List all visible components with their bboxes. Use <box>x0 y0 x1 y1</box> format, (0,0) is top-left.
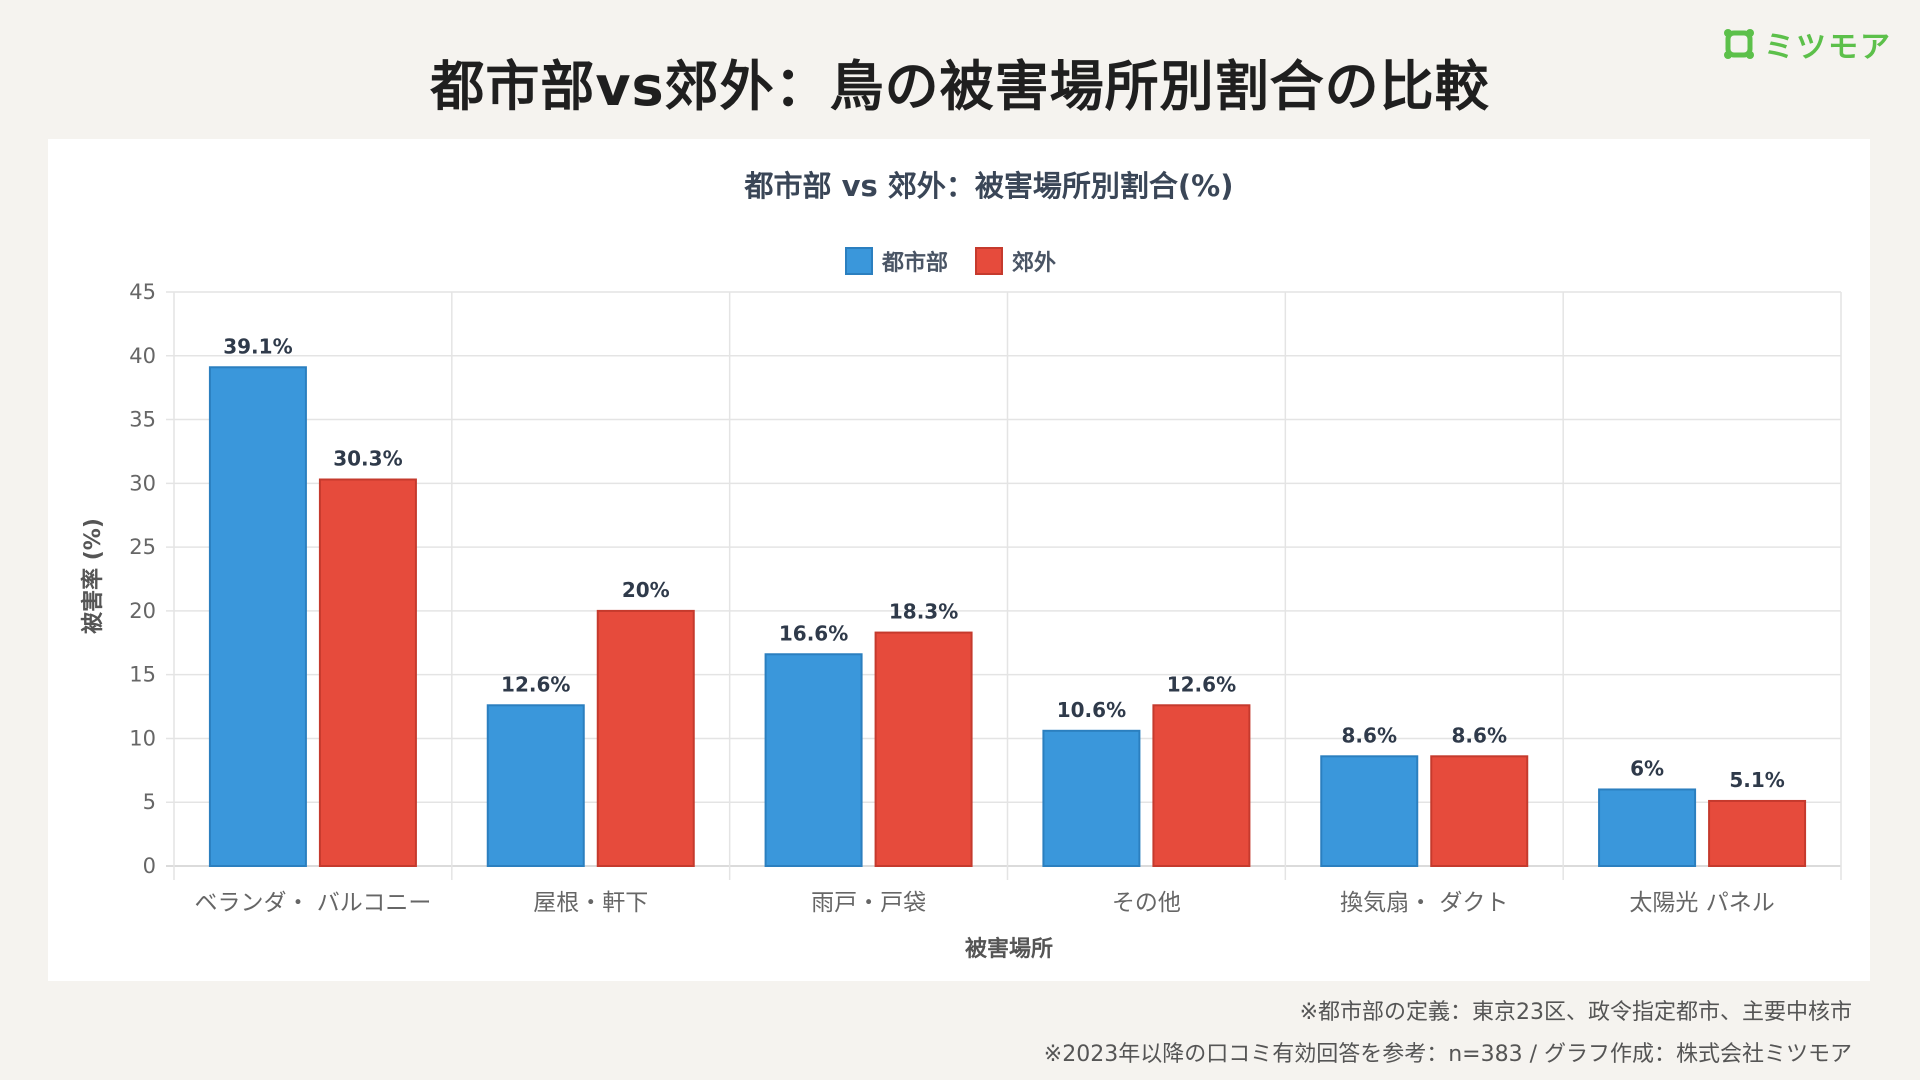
y-tick-label: 25 <box>129 535 156 559</box>
bar-suburban <box>1708 799 1807 867</box>
legend-label-suburban: 郊外 <box>1012 250 1056 276</box>
bar-urban <box>208 366 307 867</box>
value-label: 30.3% <box>333 447 402 471</box>
value-label: 8.6% <box>1452 723 1507 747</box>
value-label: 12.6% <box>1167 672 1236 696</box>
x-category-label: 換気扇・ ダクト <box>1340 890 1508 916</box>
y-tick-label: 45 <box>129 280 156 304</box>
grid <box>166 291 1842 880</box>
x-category-label: 屋根・軒下 <box>533 890 648 916</box>
bar-urban <box>1042 729 1141 868</box>
bars <box>208 366 1807 868</box>
y-tick-label: 40 <box>129 344 156 368</box>
y-tick-label: 35 <box>129 408 156 432</box>
legend-swatch-urban <box>845 247 873 275</box>
y-tick-label: 5 <box>143 790 156 814</box>
brand-logo[interactable]: ミツモア <box>1722 22 1892 66</box>
bar-urban <box>764 653 863 867</box>
bar-suburban <box>318 478 417 867</box>
y-tick-label: 15 <box>129 663 156 687</box>
bar-urban <box>486 704 585 868</box>
value-label: 18.3% <box>889 600 958 624</box>
y-axis-title: 被害率 (%) <box>80 518 106 634</box>
value-label: 6% <box>1630 756 1664 780</box>
value-label: 12.6% <box>501 672 570 696</box>
value-label: 10.6% <box>1057 698 1126 722</box>
bar-chart: 都市部 vs 郊外：被害場所別割合(%) 都市部 郊外 0 5 10 15 20 25 30… <box>80 169 1842 962</box>
value-label: 20% <box>622 578 670 602</box>
x-axis-categories: ベランダ・ バルコニー 屋根・軒下 雨戸・戸袋 その他 換気扇・ ダクト 太陽光 パネル <box>194 890 1774 916</box>
legend-label-urban: 都市部 <box>881 250 948 276</box>
y-axis-ticks: 0 5 10 15 20 25 30 35 40 45 <box>129 280 156 878</box>
value-label: 16.6% <box>779 621 848 645</box>
legend: 都市部 郊外 <box>845 247 1056 276</box>
y-tick-label: 20 <box>129 599 156 623</box>
value-label: 8.6% <box>1342 723 1397 747</box>
bar-suburban <box>596 609 695 867</box>
x-axis-title: 被害場所 <box>965 936 1053 962</box>
value-label: 39.1% <box>223 334 292 358</box>
x-category-label: ベランダ・ バルコニー <box>194 890 431 916</box>
footnotes: ※都市部の定義：東京23区、政令指定都市、主要中核市 ※2023年以降の口コミ有… <box>1044 992 1852 1076</box>
value-label: 5.1% <box>1729 768 1784 792</box>
x-category-label: その他 <box>1112 890 1181 916</box>
footnote-definition: ※都市部の定義：東京23区、政令指定都市、主要中核市 <box>1299 1000 1852 1025</box>
mitsumore-logo-icon <box>1724 29 1754 59</box>
footnote-source: ※2023年以降の口コミ有効回答を参考：n=383 / グラフ作成：株式会社ミツ… <box>1043 1042 1852 1067</box>
bar-suburban <box>874 631 973 867</box>
y-tick-label: 30 <box>129 471 156 495</box>
y-tick-label: 0 <box>143 854 156 878</box>
logo-text: ミツモア <box>1764 30 1892 65</box>
page-title: 都市部vs郊外：鳥の被害場所別割合の比較 <box>430 55 1490 118</box>
bar-suburban <box>1430 755 1529 868</box>
x-category-label: 太陽光 パネル <box>1629 890 1774 916</box>
bar-urban <box>1598 788 1697 868</box>
bar-urban <box>1320 755 1419 868</box>
bar-suburban <box>1152 704 1251 868</box>
value-labels: 39.1% 30.3% 12.6% 20% 16.6% 18.3% 10.6% 12.6% 8.… <box>223 334 1785 792</box>
y-tick-label: 10 <box>129 726 156 750</box>
x-category-label: 雨戸・戸袋 <box>811 890 926 916</box>
legend-swatch-suburban <box>975 247 1003 275</box>
chart-card: 都市部 vs 郊外：被害場所別割合(%) 都市部 郊外 0 5 10 15 20 25 30… <box>48 139 1870 981</box>
chart-title: 都市部 vs 郊外：被害場所別割合(%) <box>744 169 1234 203</box>
